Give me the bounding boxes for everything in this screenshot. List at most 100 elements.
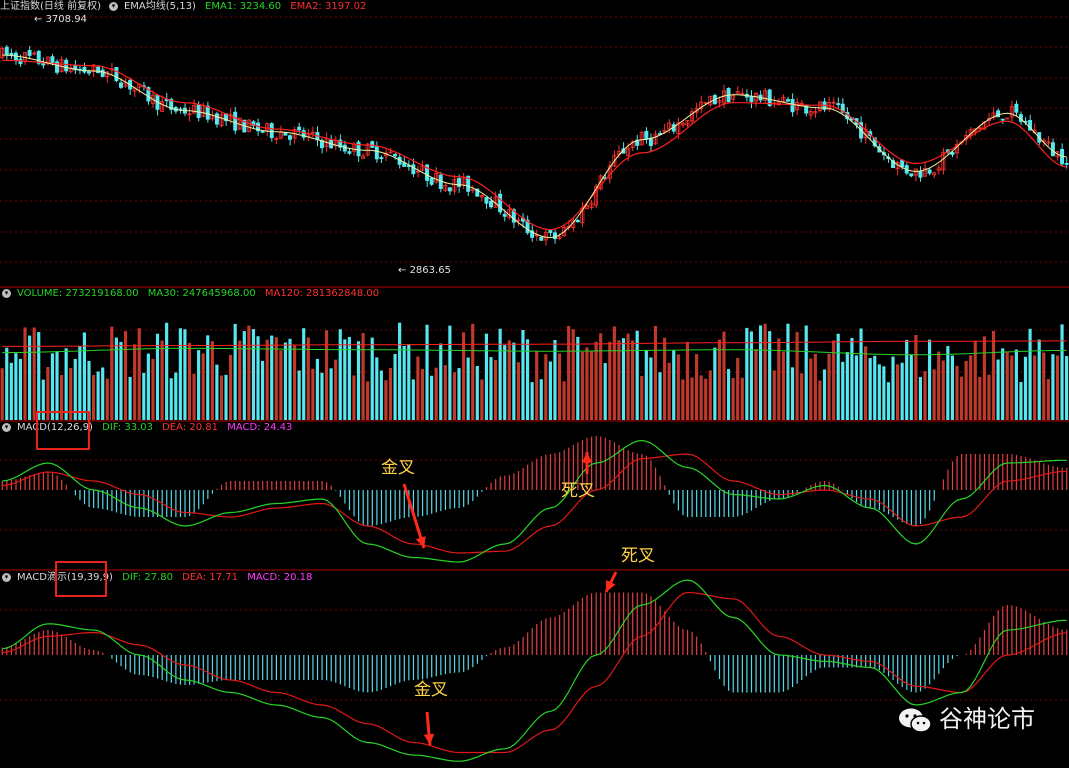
macd2-death-cross-label: 死叉 (621, 546, 655, 566)
candle-body (425, 164, 430, 181)
candle-body (269, 123, 274, 139)
volume-bar (896, 364, 900, 420)
volume-bar (5, 347, 9, 420)
volume-bar (891, 356, 895, 420)
candle-body (169, 98, 174, 110)
volume-bar (1019, 382, 1023, 420)
indicator-toggle-icon[interactable]: ▾ (108, 1, 118, 11)
volume-bar (133, 344, 137, 420)
candle-body (370, 141, 375, 148)
macd1-death-arrow-head (581, 452, 593, 463)
candle-body (973, 128, 978, 133)
candle-body (274, 138, 279, 140)
candle-body (836, 103, 841, 106)
volume-bar (434, 367, 438, 420)
volume-bar (1037, 339, 1041, 420)
volume-bar (119, 341, 123, 420)
volume-bar (123, 331, 128, 420)
macd1-toggle-icon[interactable]: ▾ (2, 422, 11, 432)
volume-bar (1005, 351, 1009, 420)
volume-bar (804, 325, 808, 420)
candle-body (475, 188, 480, 197)
volume-bar (169, 378, 173, 420)
volume-bar (621, 338, 626, 420)
macd2-toggle-icon[interactable]: ▾ (2, 572, 11, 582)
volume-bar (425, 324, 429, 420)
volume-bar (366, 381, 370, 420)
candle-body (699, 101, 704, 110)
volume-bar (631, 340, 635, 420)
candle-body (950, 151, 955, 155)
candle-body (909, 173, 914, 177)
volume-bar (859, 328, 863, 420)
candle-body (913, 168, 918, 176)
volume-bar (521, 329, 525, 420)
candle-body (9, 52, 14, 56)
macd2-name[interactable]: MACD滴示 (17, 572, 67, 583)
volume-bar (850, 337, 854, 420)
volume-bar (576, 336, 580, 420)
volume-bar (864, 346, 868, 420)
volume-bar (1046, 379, 1050, 420)
candle-body (379, 157, 384, 160)
candle-body (530, 230, 535, 238)
candle-body (45, 56, 50, 65)
volume-bar (82, 332, 86, 420)
volume-bar (324, 330, 329, 420)
macd1-name[interactable]: MACD (17, 422, 47, 433)
volume-toggle-icon[interactable]: ▾ (2, 288, 11, 298)
candle-body (0, 47, 5, 59)
volume-bar (640, 375, 644, 420)
volume-bar (557, 353, 562, 420)
volume-bar (868, 358, 872, 420)
volume-bar (548, 361, 552, 420)
candle-body (589, 202, 594, 208)
macd2-param-highlight (55, 561, 107, 597)
candle-body (297, 126, 302, 131)
volume-bar (329, 368, 333, 420)
candle-body (639, 132, 644, 146)
volume-bar (32, 327, 36, 420)
candle-body (187, 113, 192, 116)
volume-bar (73, 358, 77, 420)
volume-bar (1042, 352, 1046, 420)
candle-body (543, 231, 548, 241)
candle-body (310, 131, 315, 134)
volume-bar (338, 329, 342, 420)
candle-body (214, 113, 219, 125)
volume-bar (758, 325, 763, 420)
volume-bar (178, 328, 182, 420)
volume-bar (69, 368, 73, 420)
candle-body (484, 197, 489, 204)
volume-bar (46, 367, 50, 420)
candle-body (55, 61, 59, 73)
macd2-plot (1, 579, 1068, 762)
candle-body (644, 130, 649, 140)
volume-bar (393, 354, 397, 420)
volume-bar (64, 348, 68, 420)
candle-body (735, 91, 740, 94)
candle-body (118, 82, 123, 88)
volume-bar (672, 350, 676, 420)
price-header: 上证指数(日线 前复权) ▾ EMA均线(5,13) EMA1: 3234.60 E… (0, 0, 372, 14)
volume-bar (480, 379, 484, 420)
macd2-macd: MACD: 20.18 (247, 572, 313, 583)
candle-body (502, 213, 507, 217)
candle-body (653, 133, 658, 145)
volume-bar (402, 345, 406, 420)
price-indicator[interactable]: EMA均线(5,13) (123, 1, 196, 12)
volume-bar (439, 343, 443, 420)
volume-bar (466, 357, 470, 420)
volume-bar (909, 354, 913, 420)
volume-bar (1065, 356, 1069, 420)
volume-header: ▾ VOLUME: 273219168.00 MA30: 247645968.00… (0, 287, 385, 301)
candle-body (233, 111, 238, 131)
dea-line (2, 453, 1067, 554)
volume-bar (800, 373, 804, 420)
candle-body (479, 195, 484, 198)
volume-bar (28, 335, 32, 420)
volume-bar (1060, 324, 1064, 420)
candle-body (717, 100, 722, 103)
volume-bar (768, 331, 772, 420)
candle-body (347, 151, 352, 154)
